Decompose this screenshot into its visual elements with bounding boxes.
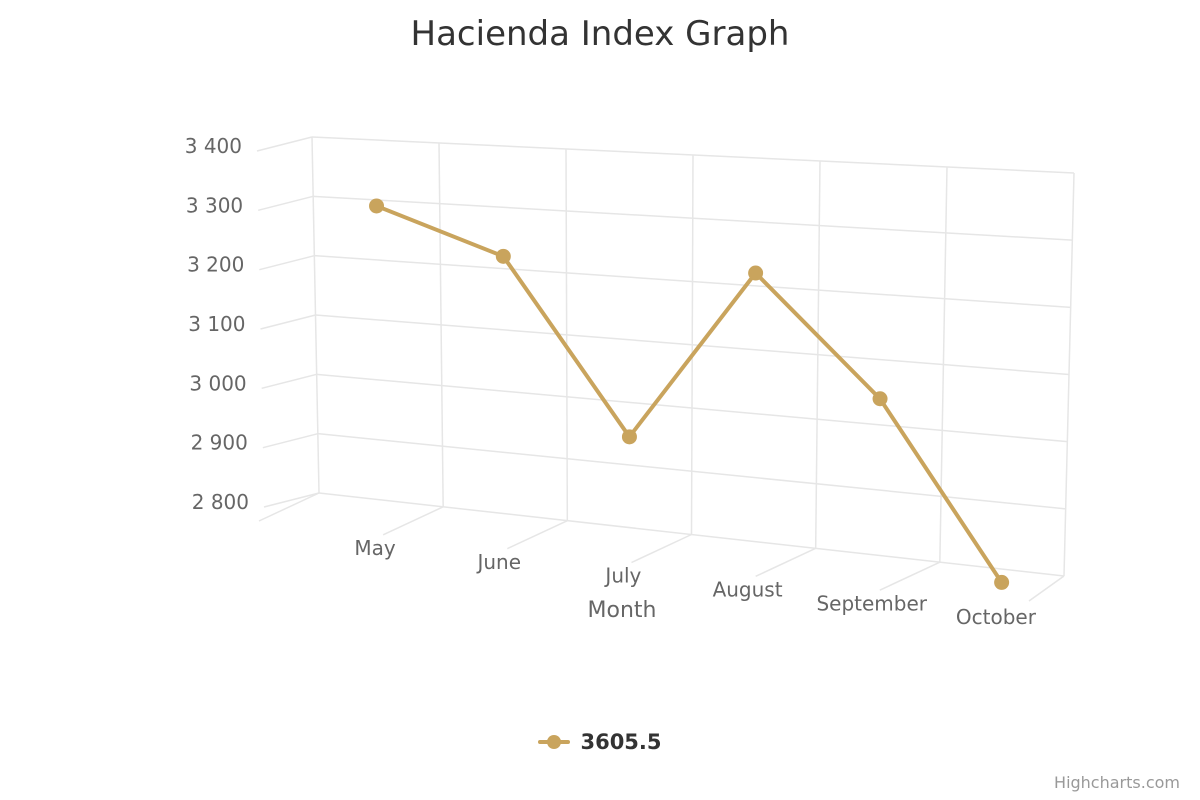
y-tick-label: 3 000 <box>189 371 246 395</box>
credits-link[interactable]: Highcharts.com <box>1054 773 1180 792</box>
x-depth-tick <box>1028 575 1065 602</box>
y-grid-line <box>317 432 1066 510</box>
x-depth-tick <box>755 547 816 578</box>
chart-title: Hacienda Index Graph <box>410 14 790 54</box>
y-depth-tick <box>257 195 314 212</box>
y-depth-tick <box>262 432 319 449</box>
x-depth-tick <box>258 492 320 522</box>
y-tick-label: 2 800 <box>192 490 249 514</box>
y-grid-line <box>313 195 1073 241</box>
y-axis-labels: 2 800 2 900 3 000 3 100 3 200 3 300 3 400 <box>185 134 249 514</box>
y-tick-label: 3 400 <box>185 134 242 158</box>
y-depth-tick <box>259 254 315 271</box>
legend-label: 3605.5 <box>580 730 662 754</box>
x-tick-label: August <box>713 577 783 601</box>
y-tick-label: 3 200 <box>187 253 244 277</box>
data-point-july[interactable] <box>621 429 637 445</box>
y-tick-label: 3 100 <box>188 312 245 336</box>
y-depth-tick <box>260 314 316 330</box>
x-depth-tick <box>507 519 568 550</box>
x-depth-tick <box>879 561 941 591</box>
y-grid-line <box>316 373 1068 443</box>
legend-marker-icon <box>538 732 571 752</box>
data-point-june[interactable] <box>495 248 511 264</box>
x-axis-labels: May June July August September October <box>354 536 1036 629</box>
series-line[interactable] <box>374 204 1004 585</box>
x-tick-label: July <box>603 564 641 588</box>
data-point-may[interactable] <box>369 198 385 214</box>
series-layer <box>369 198 1010 590</box>
x-depth-tick <box>631 533 692 564</box>
x-tick-label: May <box>354 536 396 560</box>
x-tick-label: October <box>956 605 1037 629</box>
data-point-october[interactable] <box>994 574 1010 590</box>
data-point-august[interactable] <box>748 265 764 281</box>
x-depth-tick <box>382 506 444 536</box>
x-tick-label: June <box>475 550 521 574</box>
y-tick-label: 2 900 <box>191 431 248 455</box>
x-axis-title: Month <box>588 598 657 623</box>
x-tick-label: September <box>816 591 927 615</box>
y-grid-line <box>311 136 1075 174</box>
y-depth-tick <box>256 136 313 152</box>
legend-item-series[interactable]: 3605.5 <box>538 730 662 754</box>
y-depth-tick <box>261 373 317 390</box>
data-point-september[interactable] <box>872 391 888 407</box>
y-tick-label: 3 300 <box>186 193 243 217</box>
grid-layer <box>256 136 1075 602</box>
y-grid-line <box>315 314 1070 376</box>
y-grid-line <box>314 254 1071 309</box>
y-depth-tick <box>263 492 320 508</box>
legend: 3605.5 <box>0 730 1200 754</box>
